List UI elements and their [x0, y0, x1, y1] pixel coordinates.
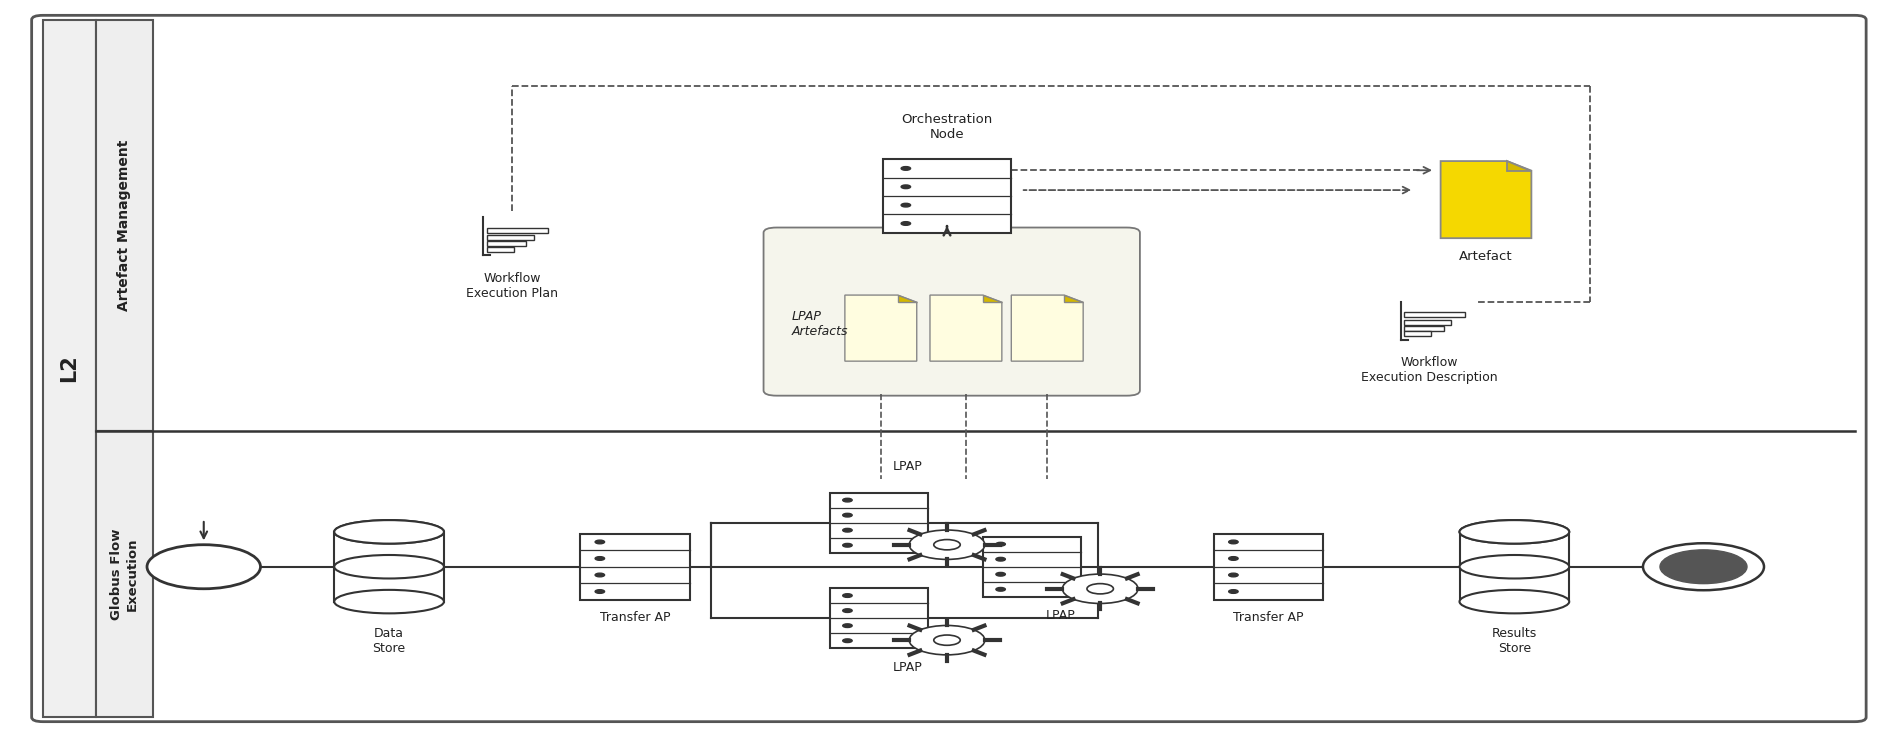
Bar — [983, 537, 1081, 597]
Circle shape — [902, 167, 911, 170]
Ellipse shape — [333, 555, 443, 579]
Text: Workflow
Execution Description: Workflow Execution Description — [1362, 356, 1498, 384]
Circle shape — [996, 542, 1006, 546]
Ellipse shape — [1460, 520, 1570, 544]
Text: L2: L2 — [59, 354, 80, 383]
Circle shape — [934, 539, 960, 550]
Circle shape — [843, 543, 852, 547]
Text: Workflow
Execution Plan: Workflow Execution Plan — [466, 271, 559, 299]
Bar — [97, 431, 153, 717]
Text: Globus Flow
Execution: Globus Flow Execution — [110, 528, 138, 620]
Circle shape — [1063, 574, 1138, 604]
Circle shape — [148, 545, 261, 589]
Bar — [487, 228, 547, 232]
Text: Results
Store: Results Store — [1492, 627, 1538, 655]
Polygon shape — [845, 295, 917, 361]
Circle shape — [1229, 556, 1239, 560]
Polygon shape — [1508, 161, 1532, 171]
Ellipse shape — [333, 520, 443, 544]
Circle shape — [843, 528, 852, 532]
Bar — [883, 159, 1011, 233]
Circle shape — [909, 530, 985, 559]
Bar — [1403, 312, 1466, 317]
Text: Artefact Management: Artefact Management — [117, 139, 131, 311]
Circle shape — [902, 185, 911, 189]
Bar — [830, 588, 928, 649]
Text: Orchestration
Node: Orchestration Node — [902, 113, 992, 141]
Circle shape — [996, 587, 1006, 591]
Circle shape — [843, 639, 852, 643]
Bar — [487, 241, 527, 246]
Circle shape — [843, 624, 852, 627]
Bar — [97, 20, 153, 431]
Circle shape — [1229, 540, 1239, 544]
Bar — [1214, 534, 1324, 600]
Text: Artefact: Artefact — [1458, 250, 1513, 262]
Text: LPAP
Artefacts: LPAP Artefacts — [792, 310, 849, 338]
Circle shape — [595, 573, 604, 577]
Circle shape — [902, 222, 911, 226]
Circle shape — [1087, 584, 1114, 594]
Circle shape — [595, 540, 604, 544]
Text: Data
Store: Data Store — [373, 627, 405, 655]
Text: LPAP: LPAP — [892, 660, 922, 674]
Bar — [830, 492, 928, 553]
Text: Transfer AP: Transfer AP — [1233, 611, 1303, 624]
Polygon shape — [930, 295, 1002, 361]
Circle shape — [934, 635, 960, 646]
Bar — [1403, 326, 1443, 331]
Circle shape — [1659, 550, 1746, 584]
Text: LPAP: LPAP — [1045, 609, 1076, 622]
Polygon shape — [898, 295, 917, 302]
Polygon shape — [1011, 295, 1083, 361]
Ellipse shape — [333, 520, 443, 544]
Circle shape — [996, 573, 1006, 576]
Circle shape — [996, 557, 1006, 561]
Ellipse shape — [1460, 555, 1570, 579]
Circle shape — [902, 203, 911, 207]
FancyBboxPatch shape — [763, 228, 1140, 396]
Circle shape — [843, 609, 852, 612]
Circle shape — [843, 498, 852, 502]
Ellipse shape — [1460, 590, 1570, 613]
Circle shape — [1229, 590, 1239, 593]
Circle shape — [595, 590, 604, 593]
Circle shape — [1642, 543, 1763, 590]
Circle shape — [843, 514, 852, 517]
Ellipse shape — [333, 590, 443, 613]
Circle shape — [909, 626, 985, 655]
Circle shape — [595, 556, 604, 560]
Ellipse shape — [1460, 520, 1570, 544]
Bar — [1403, 331, 1432, 336]
Circle shape — [1229, 573, 1239, 577]
Bar — [1403, 320, 1451, 324]
Bar — [487, 235, 534, 240]
FancyBboxPatch shape — [32, 15, 1866, 722]
Text: Transfer AP: Transfer AP — [600, 611, 670, 624]
Bar — [580, 534, 689, 600]
Bar — [487, 247, 513, 251]
Polygon shape — [1441, 161, 1532, 238]
Polygon shape — [1064, 295, 1083, 302]
Bar — [44, 20, 97, 717]
Circle shape — [843, 594, 852, 598]
Text: LPAP: LPAP — [892, 460, 922, 472]
Polygon shape — [983, 295, 1002, 302]
